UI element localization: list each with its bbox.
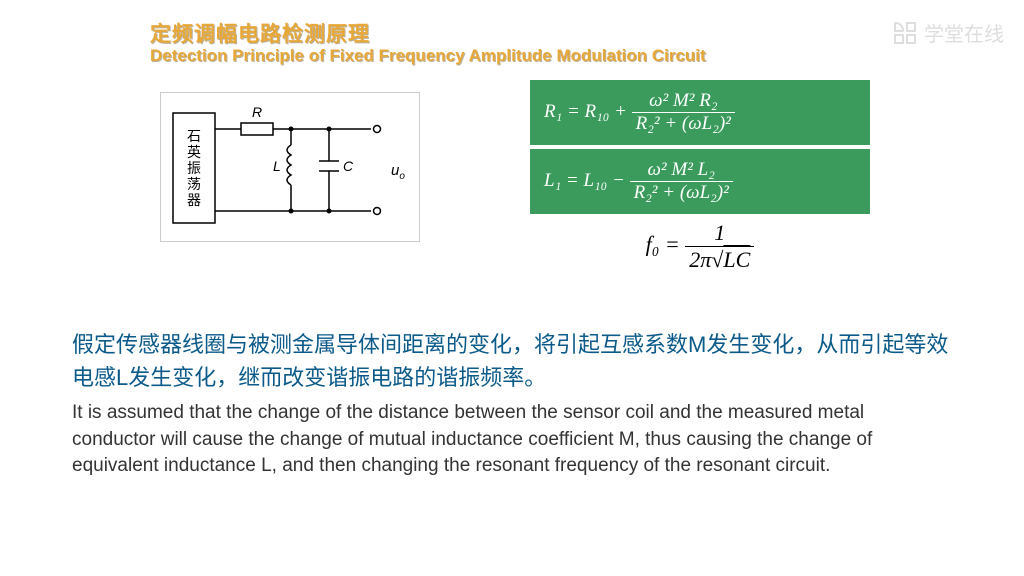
svg-text:荡: 荡 xyxy=(187,176,201,192)
formula-r1: R₁ = R₁₀ + ω² M² R₂R₂² + (ωL₂)² xyxy=(530,80,870,145)
watermark-text: 学堂在线 xyxy=(924,18,1004,47)
body-text: 假定传感器线圈与被测金属导体间距离的变化，将引起互感系数M发生变化，从而引起等效… xyxy=(72,328,952,480)
formula-block: R₁ = R₁₀ + ω² M² R₂R₂² + (ωL₂)² L₁ = L₁₀… xyxy=(530,80,870,273)
body-english: It is assumed that the change of the dis… xyxy=(72,400,952,480)
watermark-icon xyxy=(894,22,916,44)
label-R: R xyxy=(252,104,262,120)
watermark: 学堂在线 xyxy=(894,18,1004,47)
title-chinese: 定频调幅电路检测原理 xyxy=(150,18,370,48)
svg-text:英: 英 xyxy=(187,144,201,160)
label-C: C xyxy=(343,158,354,174)
label-L: L xyxy=(273,158,281,174)
svg-text:振: 振 xyxy=(187,160,201,176)
title-english: Detection Principle of Fixed Frequency A… xyxy=(150,46,706,66)
formula-l1: L₁ = L₁₀ − ω² M² L₂R₂² + (ωL₂)² xyxy=(530,149,870,214)
svg-text:器: 器 xyxy=(187,192,201,208)
label-uo: uo xyxy=(391,162,405,182)
circuit-diagram: 石 英 振 荡 器 R L C uo xyxy=(160,92,420,242)
formula-f0: f₀ = 12π√LC xyxy=(530,220,870,273)
svg-text:石: 石 xyxy=(187,128,201,144)
body-chinese: 假定传感器线圈与被测金属导体间距离的变化，将引起互感系数M发生变化，从而引起等效… xyxy=(72,328,952,394)
